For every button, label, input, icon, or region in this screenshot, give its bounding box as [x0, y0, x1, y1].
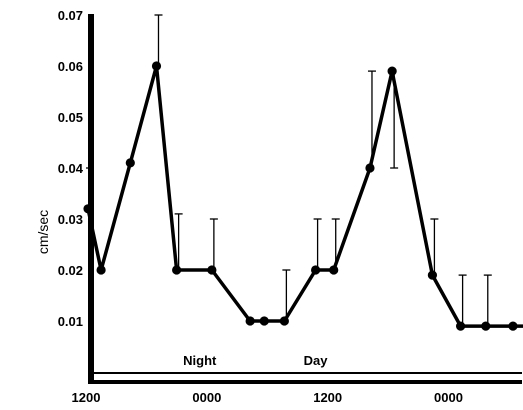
data-point — [96, 265, 106, 275]
data-point — [427, 270, 438, 280]
x-tick-label: 1200 — [72, 390, 101, 405]
y-tick-label: 0.02 — [58, 263, 83, 278]
y-tick-label: 0.03 — [58, 212, 83, 227]
band-label-day: Day — [304, 353, 329, 368]
data-point — [125, 158, 135, 168]
data-points — [83, 61, 518, 331]
data-point — [151, 61, 162, 71]
y-tick-label: 0.07 — [58, 8, 83, 23]
data-point — [508, 321, 518, 331]
data-point — [245, 316, 255, 326]
data-point — [279, 316, 289, 326]
data-point — [172, 265, 182, 275]
y-tick-label: 0.05 — [58, 110, 83, 125]
data-point — [259, 316, 269, 326]
data-point — [481, 321, 491, 331]
y-axis-title: cm/sec — [35, 210, 51, 254]
data-point — [456, 321, 466, 331]
data-point — [83, 204, 93, 214]
band-label-night: Night — [183, 353, 217, 368]
data-point — [365, 163, 375, 173]
data-point — [329, 265, 339, 275]
band-labels: Night Day — [183, 353, 328, 368]
data-point — [387, 66, 397, 76]
x-tick-label: 0000 — [434, 390, 463, 405]
y-tick-label: 0.06 — [58, 59, 83, 74]
x-tick-label: 0000 — [192, 390, 221, 405]
data-point — [207, 265, 217, 275]
x-tick-labels: 1200 0000 1200 0000 — [72, 390, 463, 405]
series-line — [86, 64, 523, 328]
data-point — [310, 265, 321, 275]
x-tick-label: 1200 — [313, 390, 342, 405]
y-tick-label: 0.04 — [58, 161, 84, 176]
y-tick-label: 0.01 — [58, 314, 83, 329]
